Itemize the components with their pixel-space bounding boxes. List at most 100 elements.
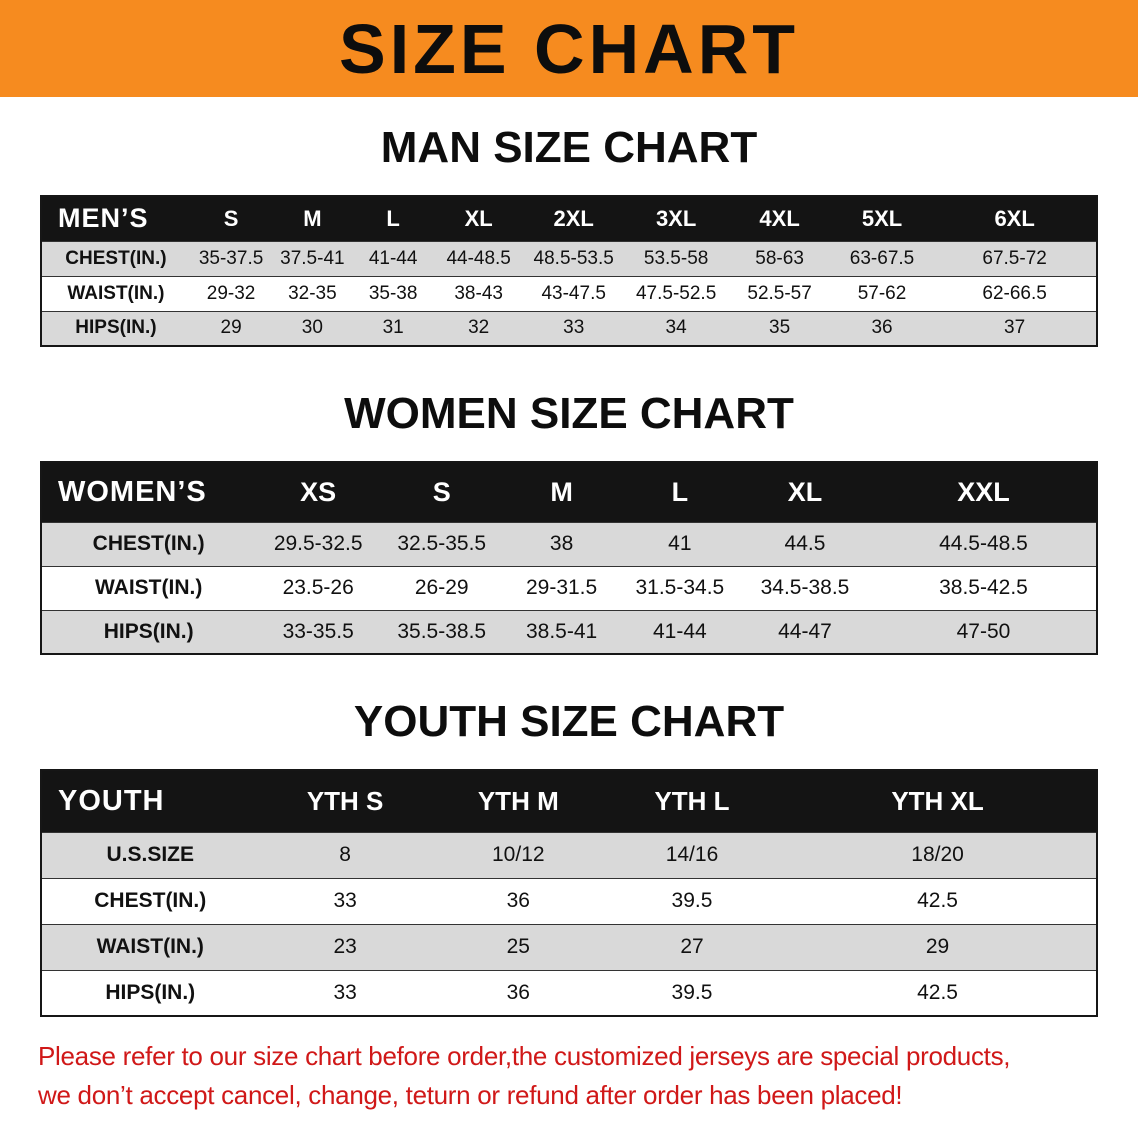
- table-row: CHEST(IN.) 33 36 39.5 42.5: [41, 877, 1097, 924]
- size-value-cell: 44.5: [738, 521, 871, 566]
- size-value-cell: 35-37.5: [189, 240, 273, 276]
- column-header: 6XL: [933, 196, 1097, 241]
- size-value-cell: 44-47: [738, 609, 871, 654]
- men-chart-heading: MAN SIZE CHART: [380, 123, 758, 172]
- size-value-cell: 31: [352, 310, 434, 346]
- size-value-cell: 32.5-35.5: [381, 521, 503, 566]
- row-label: CHEST(IN.): [41, 877, 259, 924]
- size-value-cell: 29.5-32.5: [255, 521, 382, 566]
- row-label: HIPS(IN.): [41, 310, 190, 346]
- size-value-cell: 38-43: [433, 275, 524, 311]
- size-value-cell: 36: [431, 877, 605, 924]
- size-value-cell: 33: [258, 877, 432, 924]
- size-value-cell: 44-48.5: [433, 240, 524, 276]
- men-size-table: MEN’S S M L XL 2XL 3XL 4XL 5XL 6XL CHEST(IN.) 35-37…: [40, 195, 1098, 347]
- size-value-cell: 52.5-57: [728, 275, 831, 311]
- size-value-cell: 25: [431, 923, 605, 970]
- column-header: M: [272, 196, 353, 241]
- size-value-cell: 10/12: [431, 831, 605, 878]
- size-value-cell: 67.5-72: [933, 240, 1097, 276]
- size-value-cell: 35.5-38.5: [381, 609, 503, 654]
- women-chart-heading: WOMEN SIZE CHART: [344, 389, 794, 438]
- women-size-table: WOMEN’S XS S M L XL XXL CHEST(IN.) 29.5-32.5 32.5…: [40, 461, 1098, 655]
- column-header: XXL: [870, 462, 1097, 522]
- size-value-cell: 39.5: [604, 969, 780, 1016]
- size-value-cell: 57-62: [830, 275, 934, 311]
- row-label: WAIST(IN.): [41, 565, 256, 610]
- size-value-cell: 29: [779, 923, 1097, 970]
- size-value-cell: 33: [523, 310, 624, 346]
- column-header: S: [189, 196, 273, 241]
- column-header: 4XL: [728, 196, 831, 241]
- row-label: CHEST(IN.): [41, 521, 256, 566]
- size-value-cell: 47-50: [870, 609, 1097, 654]
- size-value-cell: 43-47.5: [523, 275, 624, 311]
- size-value-cell: 42.5: [779, 969, 1097, 1016]
- column-header: 5XL: [830, 196, 934, 241]
- women-corner-label: WOMEN’S: [41, 462, 256, 522]
- size-value-cell: 41: [620, 521, 739, 566]
- size-value-cell: 47.5-52.5: [623, 275, 729, 311]
- footer-notice: Please refer to our size chart before or…: [0, 1037, 1138, 1115]
- size-value-cell: 35: [728, 310, 831, 346]
- size-value-cell: 37.5-41: [272, 240, 353, 276]
- column-header: YTH M: [431, 770, 605, 832]
- size-value-cell: 23.5-26: [255, 565, 382, 610]
- size-value-cell: 18/20: [779, 831, 1097, 878]
- youth-corner-label: YOUTH: [41, 770, 259, 832]
- size-value-cell: 36: [431, 969, 605, 1016]
- size-value-cell: 14/16: [604, 831, 780, 878]
- table-header-row: WOMEN’S XS S M L XL XXL: [41, 462, 1097, 522]
- size-value-cell: 8: [258, 831, 432, 878]
- column-header: S: [381, 462, 503, 522]
- size-value-cell: 62-66.5: [933, 275, 1097, 311]
- column-header: L: [352, 196, 434, 241]
- size-value-cell: 38.5-42.5: [870, 565, 1097, 610]
- size-value-cell: 35-38: [352, 275, 434, 311]
- size-value-cell: 33-35.5: [255, 609, 382, 654]
- size-value-cell: 32: [433, 310, 524, 346]
- column-header: 2XL: [523, 196, 624, 241]
- size-value-cell: 26-29: [381, 565, 503, 610]
- youth-size-table: YOUTH YTH S YTH M YTH L YTH XL U.S.SIZE 8 10/12…: [40, 769, 1098, 1017]
- size-value-cell: 23: [258, 923, 432, 970]
- table-header-row: YOUTH YTH S YTH M YTH L YTH XL: [41, 770, 1097, 832]
- column-header: XS: [255, 462, 382, 522]
- page-title: SIZE CHART: [339, 9, 799, 88]
- size-value-cell: 32-35: [272, 275, 353, 311]
- men-corner-label: MEN’S: [41, 196, 190, 241]
- table-row: WAIST(IN.) 23.5-26 26-29 29-31.5 31.5-34.5 34…: [41, 565, 1097, 610]
- youth-chart-heading: YOUTH SIZE CHART: [353, 697, 785, 746]
- table-row: CHEST(IN.) 35-37.5 37.5-41 41-44 44-48.5 48.5…: [41, 240, 1097, 276]
- size-value-cell: 29-31.5: [502, 565, 621, 610]
- size-value-cell: 58-63: [728, 240, 831, 276]
- row-label: CHEST(IN.): [41, 240, 190, 276]
- column-header: YTH L: [604, 770, 780, 832]
- table-row: HIPS(IN.) 33 36 39.5 42.5: [41, 969, 1097, 1016]
- table-header-row: MEN’S S M L XL 2XL 3XL 4XL 5XL 6XL: [41, 196, 1097, 241]
- size-value-cell: 41-44: [352, 240, 434, 276]
- size-value-cell: 38: [502, 521, 621, 566]
- size-value-cell: 38.5-41: [502, 609, 621, 654]
- table-row: WAIST(IN.) 23 25 27 29: [41, 923, 1097, 970]
- charts-container: MAN SIZE CHART MEN’S S M L XL 2XL 3XL 4XL 5XL 6XL C…: [0, 123, 1138, 1017]
- table-row: HIPS(IN.) 29 30 31 32 33 34 35 36 37: [41, 310, 1097, 346]
- size-value-cell: 41-44: [620, 609, 739, 654]
- column-header: L: [620, 462, 739, 522]
- size-value-cell: 42.5: [779, 877, 1097, 924]
- table-row: WAIST(IN.) 29-32 32-35 35-38 38-43 43-47.5 47.…: [41, 275, 1097, 311]
- column-header: YTH XL: [779, 770, 1097, 832]
- size-value-cell: 30: [272, 310, 353, 346]
- notice-line-2: we don’t accept cancel, change, teturn o…: [38, 1080, 903, 1110]
- table-row: HIPS(IN.) 33-35.5 35.5-38.5 38.5-41 41-44 44-…: [41, 609, 1097, 654]
- size-value-cell: 44.5-48.5: [870, 521, 1097, 566]
- column-header: YTH S: [258, 770, 432, 832]
- size-value-cell: 27: [604, 923, 780, 970]
- table-row: CHEST(IN.) 29.5-32.5 32.5-35.5 38 41 44.5 44.5…: [41, 521, 1097, 566]
- size-value-cell: 34.5-38.5: [738, 565, 871, 610]
- size-value-cell: 36: [830, 310, 934, 346]
- column-header: XL: [738, 462, 871, 522]
- size-value-cell: 34: [623, 310, 729, 346]
- size-value-cell: 37: [933, 310, 1097, 346]
